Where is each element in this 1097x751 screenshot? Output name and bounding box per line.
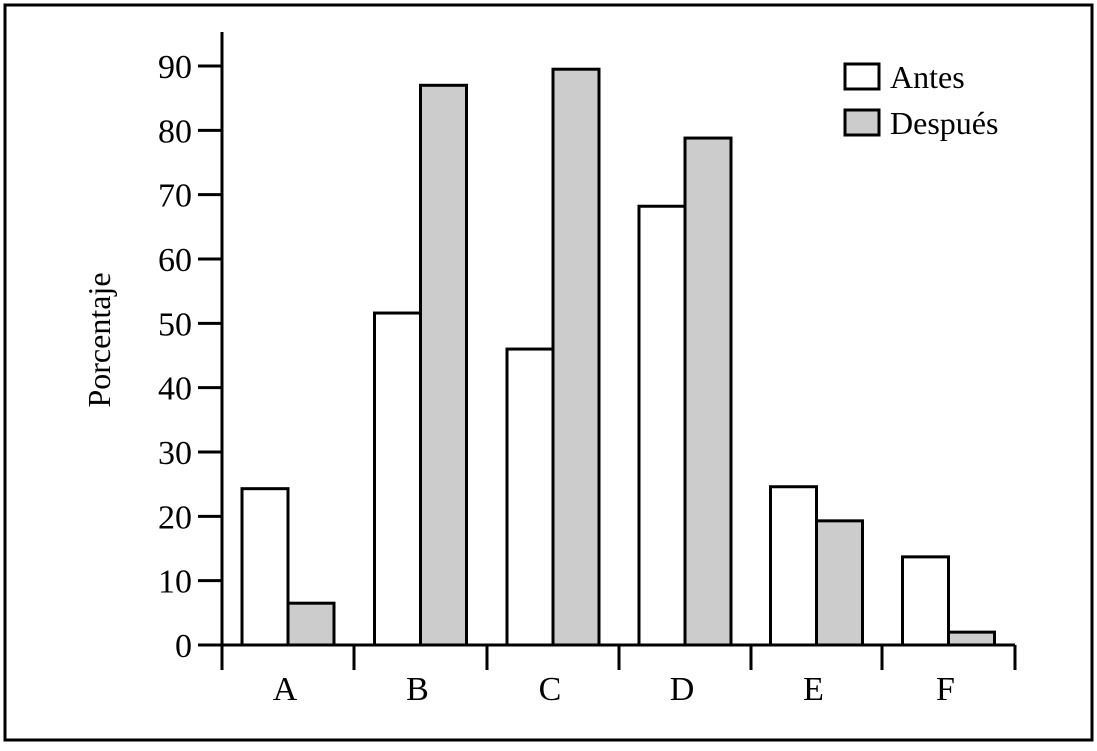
legend: Antes Después bbox=[843, 59, 998, 141]
x-category-label: C bbox=[539, 671, 562, 708]
y-tick-label: 70 bbox=[158, 178, 192, 215]
y-axis: 0 10 20 30 40 50 60 70 80 90 bbox=[158, 32, 224, 665]
bar-antes-a bbox=[240, 487, 290, 647]
x-axis: A B C D E F bbox=[220, 643, 1017, 708]
legend-label: Antes bbox=[890, 59, 965, 95]
x-category-label: A bbox=[273, 671, 298, 708]
bar-antes-c bbox=[505, 347, 555, 647]
x-category-label: B bbox=[406, 671, 429, 708]
y-tick-label: 60 bbox=[158, 242, 192, 279]
bar-despus-c bbox=[551, 67, 601, 647]
bar-despus-b bbox=[419, 83, 468, 647]
bar-antes-e bbox=[769, 485, 818, 647]
bar-antes-f bbox=[901, 555, 950, 647]
y-tick-label: 0 bbox=[175, 628, 192, 665]
bars-group bbox=[240, 67, 996, 647]
bar-despus-e bbox=[815, 519, 864, 647]
y-tick-label: 10 bbox=[158, 564, 192, 601]
x-category-label: D bbox=[670, 671, 695, 708]
x-category-label: F bbox=[936, 671, 955, 708]
bar-antes-b bbox=[373, 311, 422, 647]
legend-swatch bbox=[843, 62, 881, 91]
bar-despus-d bbox=[683, 136, 733, 647]
y-tick-label: 20 bbox=[158, 499, 192, 536]
y-tick-label: 40 bbox=[158, 371, 192, 408]
y-tick-label: 30 bbox=[158, 435, 192, 472]
y-tick-label: 90 bbox=[158, 49, 192, 86]
bar-despus-a bbox=[286, 601, 336, 647]
y-tick-label: 80 bbox=[158, 113, 192, 150]
y-axis-title: Porcentaje bbox=[81, 272, 117, 407]
bar-despus-f bbox=[947, 630, 996, 647]
y-tick-label: 50 bbox=[158, 306, 192, 343]
legend-swatch bbox=[843, 108, 881, 137]
bar-antes-d bbox=[637, 204, 687, 647]
legend-label: Después bbox=[890, 105, 998, 141]
x-category-label: E bbox=[803, 671, 824, 708]
